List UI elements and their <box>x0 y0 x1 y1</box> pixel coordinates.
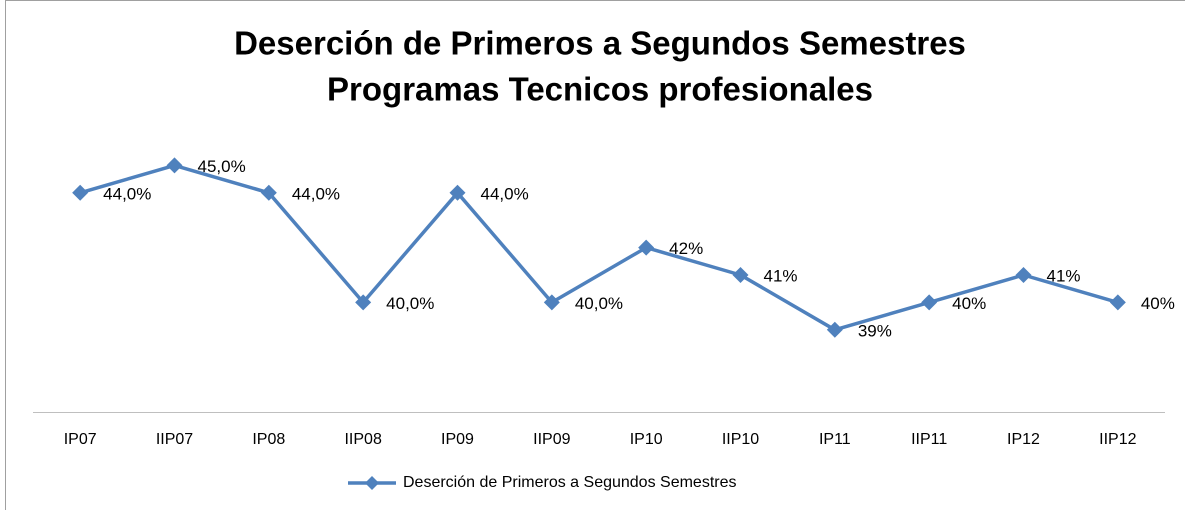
x-tick-label: IP08 <box>252 431 285 448</box>
x-tick-label: IIP11 <box>911 431 947 448</box>
data-point <box>72 184 89 201</box>
legend-marker <box>365 476 379 490</box>
data-point <box>543 294 560 311</box>
data-label: 40,0% <box>386 294 434 313</box>
data-point <box>921 294 938 311</box>
data-label: 44,0% <box>481 184 529 203</box>
x-tick-label: IP11 <box>819 431 851 448</box>
data-point <box>732 267 749 283</box>
data-label: 40% <box>952 294 986 313</box>
x-tick-label: IIP07 <box>156 431 193 448</box>
data-point <box>355 294 372 311</box>
data-label: 44,0% <box>103 184 151 203</box>
x-tick-label: IIP12 <box>1099 431 1136 448</box>
chart-title: Programas Tecnicos profesionales <box>327 71 873 108</box>
data-point <box>1109 294 1126 311</box>
x-tick-label: IP12 <box>1007 431 1040 448</box>
data-point <box>638 239 655 256</box>
data-label: 40,0% <box>575 294 623 313</box>
data-label: 40% <box>1141 294 1175 313</box>
x-tick-label: IP07 <box>64 431 97 448</box>
legend-label: Deserción de Primeros a Segundos Semestr… <box>403 474 737 491</box>
x-tick-label: IP10 <box>630 431 663 448</box>
data-point <box>826 321 843 338</box>
data-label: 42% <box>669 239 703 258</box>
data-label: 41% <box>764 266 798 285</box>
data-point <box>260 184 277 201</box>
data-label: 39% <box>858 321 892 340</box>
series-line <box>79 163 1119 332</box>
data-label: 41% <box>1047 266 1081 285</box>
x-tick-label: IP09 <box>441 431 474 448</box>
data-point <box>449 184 466 201</box>
data-label: 44,0% <box>292 184 340 203</box>
data-point <box>1015 267 1032 283</box>
chart-title: Deserción de Primeros a Segundos Semestr… <box>234 25 966 62</box>
x-tick-label: IIP08 <box>344 431 381 448</box>
data-point <box>166 157 183 174</box>
x-tick-label: IIP10 <box>722 431 759 448</box>
x-tick-label: IIP09 <box>533 431 570 448</box>
data-label: 45,0% <box>198 157 246 176</box>
chart-border <box>5 0 1185 510</box>
